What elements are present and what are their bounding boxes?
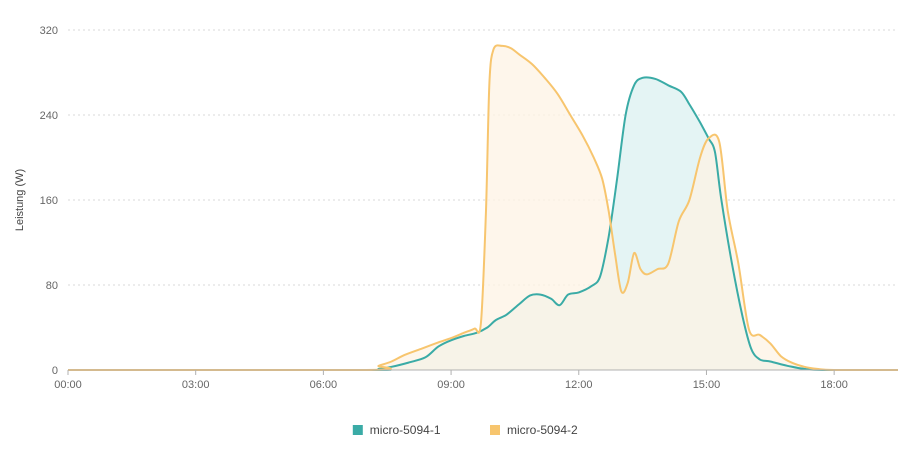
axis-layer: 0 80 160 240 320 00:00 03:00 06:00 09:00 12:00 15:…	[40, 25, 898, 391]
y-tick-label: 160	[40, 195, 58, 207]
y-tick-label: 80	[46, 280, 58, 292]
y-axis-title: Leistung (W)	[14, 169, 26, 231]
x-tick-label: 06:00	[310, 379, 338, 391]
x-tick-label: 00:00	[54, 379, 82, 391]
x-tick-label: 12:00	[565, 379, 593, 391]
legend-swatch	[490, 425, 500, 435]
grid-layer	[68, 29, 898, 286]
legend-item-micro-5094-2[interactable]: micro-5094-2	[490, 423, 578, 437]
legend-item-micro-5094-1[interactable]: micro-5094-1	[352, 423, 441, 437]
area-layer	[68, 45, 898, 370]
x-tick-label: 09:00	[437, 379, 465, 391]
y-tick-label: 240	[40, 110, 58, 122]
line-layer	[67, 44, 898, 372]
x-tick-label: 15:00	[693, 379, 721, 391]
series-line-micro-5094-1	[67, 76, 898, 372]
y-tick-label: 320	[40, 25, 58, 37]
y-tick-label: 0	[52, 365, 58, 377]
legend-label: micro-5094-2	[507, 423, 578, 437]
x-tick-label: 03:00	[182, 379, 210, 391]
legend: micro-5094-1 micro-5094-2	[352, 423, 578, 437]
series-line-micro-5094-2	[67, 44, 898, 372]
legend-label: micro-5094-1	[370, 423, 441, 437]
series-area-micro-5094-2	[68, 45, 898, 370]
legend-swatch	[352, 425, 363, 435]
x-tick-label: 18:00	[820, 379, 848, 391]
